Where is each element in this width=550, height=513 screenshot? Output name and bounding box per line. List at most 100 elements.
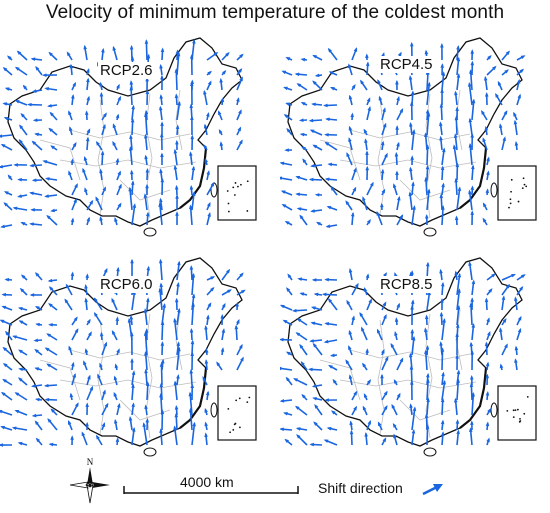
shift-direction-arrow: [115, 316, 120, 326]
shift-direction-arrow: [468, 189, 473, 211]
shift-direction-arrow: [128, 146, 133, 166]
shift-direction-arrow: [501, 136, 506, 151]
shift-direction-arrow: [44, 397, 58, 402]
shift-direction-arrow: [346, 152, 353, 166]
shift-direction-arrow: [83, 44, 88, 61]
shift-direction-arrow: [284, 438, 293, 446]
island-dot: [510, 178, 513, 181]
shift-direction-arrow: [395, 79, 399, 91]
shift-direction-arrow: [175, 194, 179, 211]
shift-direction-arrow: [131, 427, 136, 446]
shift-direction-arrow: [116, 83, 120, 91]
shift-direction-arrow: [348, 329, 353, 341]
shift-direction-arrow: [236, 318, 240, 326]
shift-direction-arrow: [455, 162, 460, 181]
shift-direction-arrow: [204, 359, 209, 371]
shift-direction-arrow: [294, 72, 308, 77]
south-china-sea-inset: [217, 385, 257, 441]
shift-direction-arrow: [314, 404, 323, 416]
shift-direction-arrow: [175, 139, 179, 151]
shift-direction-arrow: [217, 110, 223, 121]
shift-direction-arrow: [498, 123, 503, 136]
shift-direction-arrow: [396, 392, 401, 401]
china-map: [0, 257, 257, 457]
shift-direction-arrow: [144, 368, 148, 386]
island-dot: [235, 399, 238, 402]
province-boundary: [339, 379, 477, 389]
island-dot: [523, 183, 526, 186]
shift-direction-arrow: [66, 51, 73, 61]
shift-direction-arrow: [439, 193, 444, 211]
shift-direction-arrow: [391, 403, 398, 416]
shift-direction-arrow: [324, 322, 338, 326]
shift-direction-arrow: [426, 81, 431, 106]
island-dot: [508, 206, 510, 209]
shift-direction-arrow: [235, 301, 239, 311]
province-boundary: [119, 179, 171, 201]
shift-direction-arrow: [34, 420, 43, 431]
coastline: [459, 147, 488, 209]
shift-direction-arrow: [380, 168, 385, 181]
shift-direction-arrow: [160, 121, 164, 136]
shift-direction-arrow: [455, 354, 459, 371]
shift-direction-arrow: [486, 288, 493, 296]
shift-direction-arrow: [29, 191, 43, 196]
shift-direction-arrow: [439, 135, 443, 151]
shift-direction-arrow: [115, 113, 120, 121]
province-boundary: [349, 129, 471, 141]
island-dot: [512, 416, 515, 419]
shift-direction-arrow: [486, 331, 491, 341]
shift-direction-arrow: [348, 374, 353, 386]
shift-direction-arrow: [359, 79, 368, 91]
shift-direction-arrow: [516, 78, 521, 91]
shift-direction-arrow: [236, 53, 244, 61]
shift-direction-arrow: [381, 390, 388, 401]
shift-direction-arrow: [471, 98, 476, 121]
shift-direction-arrow: [146, 297, 150, 311]
shift-direction-arrow: [86, 199, 94, 211]
shift-direction-arrow: [348, 267, 353, 281]
island-dot: [246, 401, 249, 404]
taiwan-island: [490, 402, 498, 418]
province-boundary: [39, 359, 81, 401]
map-panel-rcp60: RCP6.0: [0, 250, 270, 470]
shift-direction-arrow: [378, 95, 383, 106]
shift-direction-arrow: [395, 125, 399, 136]
shift-direction-arrow: [295, 332, 308, 341]
shift-direction-arrow: [455, 419, 460, 431]
shift-direction-arrow: [452, 144, 458, 166]
shift-direction-arrow: [411, 129, 416, 151]
shift-direction-arrow: [327, 47, 338, 61]
shift-direction-arrow: [144, 112, 148, 136]
shift-direction-arrow: [362, 362, 368, 371]
shift-direction-arrow: [189, 54, 194, 76]
shift-direction-arrow: [131, 370, 136, 386]
shift-direction-arrow: [309, 339, 323, 343]
shift-direction-arrow: [396, 302, 400, 311]
shift-direction-arrow: [411, 428, 416, 446]
shift-direction-arrow: [116, 348, 120, 356]
shift-direction-arrow: [376, 210, 383, 226]
shift-direction-arrow: [221, 69, 227, 76]
shift-direction-arrow: [324, 141, 338, 151]
shift-direction-arrow: [486, 54, 492, 61]
shift-direction-arrow: [30, 384, 43, 388]
shift-direction-arrow: [86, 374, 91, 386]
shift-direction-arrow: [190, 134, 195, 151]
shift-direction-arrow: [377, 79, 383, 91]
shift-direction-arrow: [35, 65, 43, 76]
shift-direction-arrow: [471, 279, 476, 296]
shift-direction-arrow: [0, 425, 13, 431]
shift-direction-arrow: [310, 321, 323, 326]
shift-direction-arrow: [296, 434, 308, 446]
shift-direction-arrow: [286, 287, 293, 296]
island-dot: [227, 407, 230, 410]
shift-direction-arrow: [410, 305, 414, 326]
shift-direction-arrow: [83, 156, 88, 166]
shift-direction-arrow: [86, 128, 91, 136]
province-boundary: [97, 319, 105, 435]
south-china-sea-inset: [497, 165, 537, 221]
island-dot: [238, 397, 241, 400]
shift-direction-arrow: [31, 89, 43, 93]
shift-direction-arrow: [206, 212, 211, 226]
